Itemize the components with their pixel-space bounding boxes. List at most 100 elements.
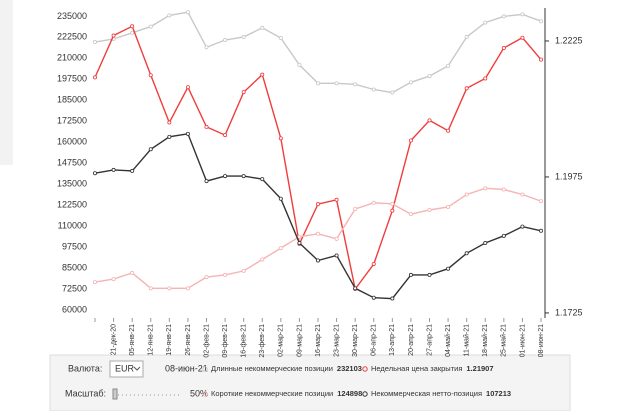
x-tick-label: 26-янв-21 <box>185 324 192 356</box>
data-point <box>260 177 265 182</box>
slider-thumb[interactable] <box>112 388 118 400</box>
data-point <box>297 234 302 239</box>
y-tick-label: 72500 <box>62 283 87 293</box>
data-point <box>501 233 506 238</box>
x-tick-label: 13-апр-21 <box>389 324 396 356</box>
data-point <box>483 186 488 191</box>
data-point <box>223 174 228 179</box>
data-point <box>539 19 544 24</box>
data-point <box>446 128 451 133</box>
data-point <box>111 167 116 172</box>
data-point <box>390 201 395 206</box>
data-point <box>334 253 339 258</box>
data-point <box>464 192 469 197</box>
data-point <box>390 208 395 213</box>
y2-tick-label: 1.2225 <box>555 35 583 45</box>
x-tick-label: 01-июн-21 <box>519 324 526 357</box>
currency-label: Валюта: <box>68 363 102 373</box>
data-point <box>483 20 488 25</box>
legend-value: 107213 <box>486 389 511 398</box>
data-point <box>130 168 135 173</box>
data-point <box>167 286 172 291</box>
data-point <box>185 10 190 15</box>
data-point <box>334 81 339 86</box>
data-point <box>315 258 320 263</box>
x-tick-label: 09-фев-21 <box>222 324 229 358</box>
data-point <box>371 295 376 300</box>
data-point <box>241 35 246 40</box>
data-point <box>130 270 135 275</box>
data-point <box>520 12 525 17</box>
x-tick-label: 12-янв-21 <box>148 324 155 356</box>
y-tick-label: 210000 <box>57 53 87 63</box>
data-point <box>241 268 246 273</box>
legend-marker <box>362 366 368 372</box>
data-point <box>427 118 432 123</box>
x-tick-label: 16-мар-21 <box>315 324 322 357</box>
data-point <box>241 174 246 179</box>
data-point <box>353 286 358 291</box>
side-panel <box>0 0 13 165</box>
data-point <box>93 75 98 80</box>
x-tick-label: 05-янв-21 <box>129 324 136 356</box>
data-point <box>371 87 376 92</box>
data-point <box>408 80 413 85</box>
data-point <box>204 179 209 184</box>
data-point <box>223 38 228 43</box>
data-point <box>501 14 506 19</box>
x-tick-label: 19-янв-21 <box>166 324 173 356</box>
y-tick-label: 197500 <box>57 74 87 84</box>
data-point <box>501 187 506 192</box>
data-point <box>223 272 228 277</box>
legend-label: Некоммерческая нетто-позиция <box>371 389 482 398</box>
data-point <box>241 90 246 95</box>
date: 08-июн-21 <box>165 363 208 373</box>
data-point <box>408 138 413 143</box>
data-point <box>260 257 265 262</box>
currency-select[interactable] <box>109 360 144 378</box>
data-point <box>334 197 339 202</box>
data-point <box>446 204 451 209</box>
data-point <box>390 296 395 301</box>
data-point <box>427 207 432 212</box>
legend-value: 1.21907 <box>466 364 493 373</box>
data-point <box>185 131 190 136</box>
data-point <box>446 63 451 68</box>
y-tick-label: 147500 <box>57 158 87 168</box>
data-point <box>427 272 432 277</box>
x-tick-label: 20-апр-21 <box>408 324 415 356</box>
data-point <box>260 72 265 77</box>
scale-value: 50% <box>190 388 208 398</box>
legend-marker <box>202 366 208 372</box>
data-point <box>185 286 190 291</box>
y-tick-label: 135000 <box>57 179 87 189</box>
data-point <box>446 266 451 271</box>
data-point <box>278 196 283 201</box>
legend-marker <box>202 391 208 397</box>
data-point <box>93 280 98 285</box>
data-point <box>167 120 172 125</box>
data-point <box>539 228 544 233</box>
legend-label: Короткие некоммерческие позиции <box>211 389 333 398</box>
data-point <box>204 275 209 280</box>
x-tick-label: 23-фев-21 <box>259 324 266 358</box>
data-point <box>520 192 525 197</box>
data-point <box>390 90 395 95</box>
data-point <box>93 40 98 45</box>
y2-tick-label: 1.1975 <box>555 171 583 181</box>
data-point <box>483 241 488 246</box>
data-point <box>464 86 469 91</box>
data-point <box>297 62 302 67</box>
data-point <box>520 35 525 40</box>
data-point <box>520 224 525 229</box>
x-tick-label: 08-июн-21 <box>538 324 545 357</box>
select-arrow <box>133 366 141 371</box>
data-point <box>148 73 153 78</box>
data-point <box>501 46 506 51</box>
x-tick-label: 02-фев-21 <box>203 324 210 358</box>
y2-tick-label: 1.1725 <box>555 307 583 317</box>
data-point <box>278 246 283 251</box>
data-point <box>315 202 320 207</box>
data-point <box>278 136 283 141</box>
